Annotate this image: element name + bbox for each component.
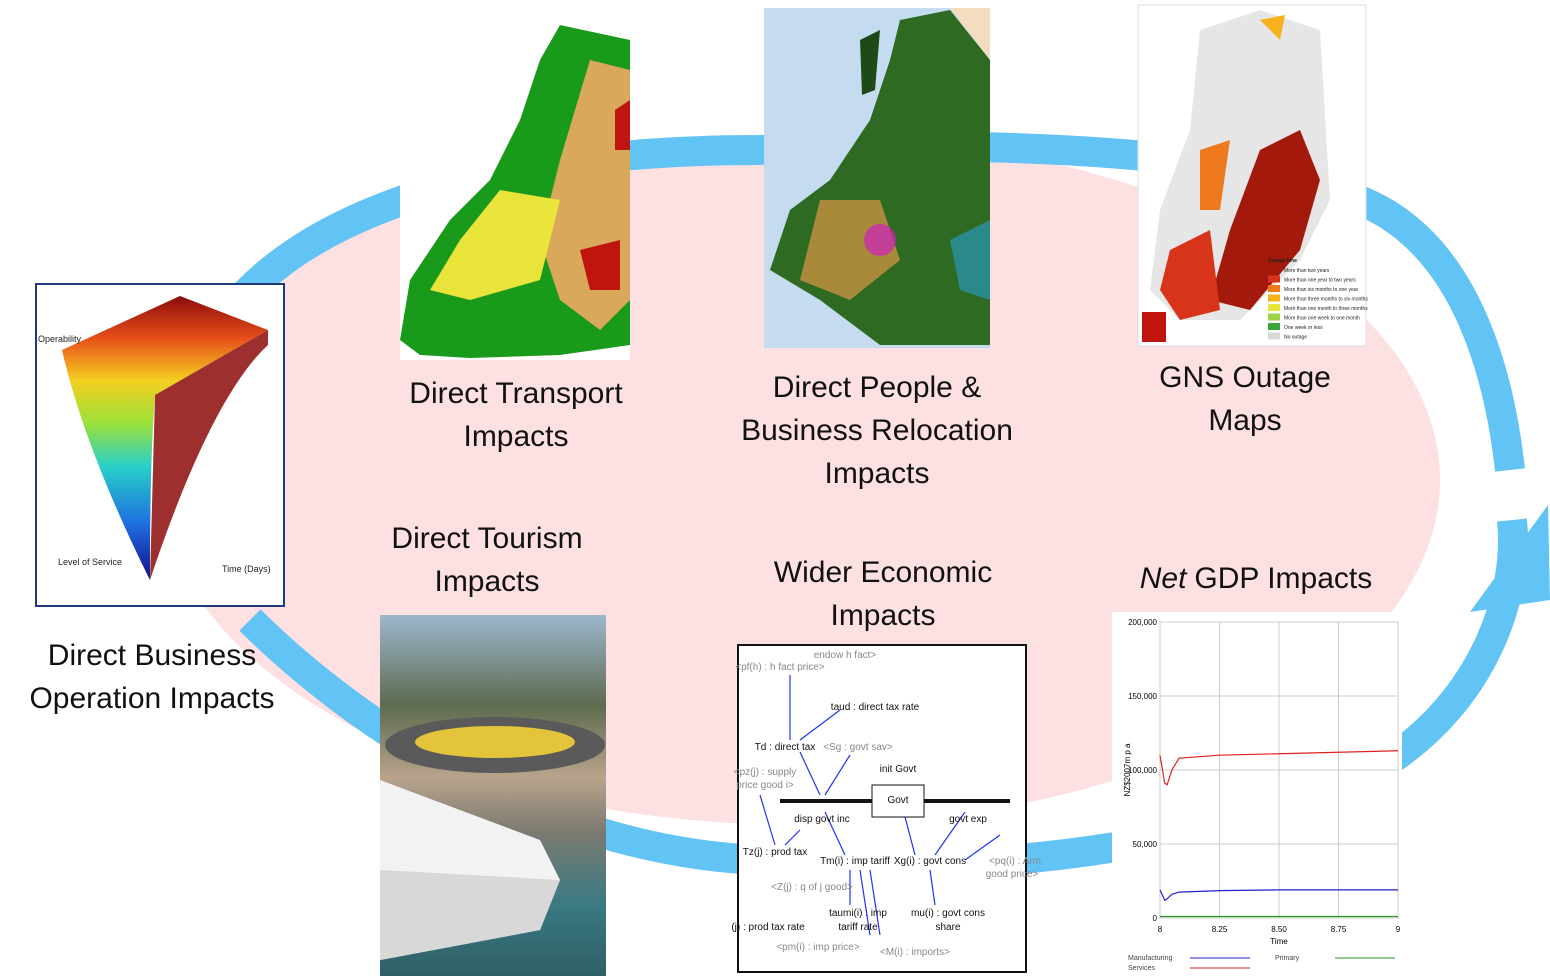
y-tick-label: 200,000	[1128, 618, 1157, 627]
sd-node: init Govt	[880, 764, 917, 775]
label: Direct Tourism	[391, 522, 582, 555]
label-text: GDP Impacts	[1194, 562, 1372, 595]
sd-node: <pq(i) : Arm	[989, 856, 1041, 867]
sd-node: <Sg : govt sav>	[823, 742, 893, 753]
legend-swatch	[1268, 275, 1280, 283]
x-tick-label: 9	[1396, 925, 1401, 934]
legend-label: No outage	[1284, 335, 1307, 341]
legend-swatch	[1268, 304, 1280, 311]
legend-swatch	[1268, 332, 1280, 340]
label: GNS Outage	[1159, 361, 1331, 394]
legend-label: More than six months to one year	[1284, 287, 1359, 293]
relocation-map	[764, 8, 990, 348]
y-tick-label: 150,000	[1128, 692, 1157, 701]
label-emphasis: Net	[1140, 562, 1188, 595]
axis-label: Operability	[38, 334, 82, 344]
sd-node: tariff rate	[838, 922, 878, 933]
series-line	[1159, 889, 1398, 902]
legend-label: More than one month to three months	[1284, 306, 1368, 312]
label: Direct People &	[773, 371, 981, 404]
legend-swatch	[1268, 323, 1280, 330]
y-tick-label: 100,000	[1128, 766, 1157, 775]
label: Impacts	[434, 565, 539, 598]
sd-node: taud : direct tax rate	[831, 702, 920, 713]
label: Direct Business	[48, 639, 256, 672]
legend-title: Outage time	[1268, 258, 1297, 264]
x-tick-label: 8.75	[1331, 925, 1347, 934]
y-tick-label: 50,000	[1133, 840, 1158, 849]
x-axis-label: Time	[1270, 937, 1288, 946]
sd-node: <pf(h) : h fact price>	[735, 662, 825, 673]
sd-node: taumi(i) : imp	[829, 908, 887, 919]
x-tick-label: 8.25	[1212, 925, 1228, 934]
label: Direct Transport	[409, 377, 623, 410]
legend-label: One week or less	[1284, 325, 1323, 331]
arrow-head	[1470, 505, 1550, 612]
transport-map	[400, 20, 630, 360]
sd-node: Xg(i) : govt cons	[894, 856, 966, 867]
legend-label: More than two years	[1284, 268, 1330, 274]
axis-label: Time (Days)	[222, 564, 271, 574]
sd-node: disp govt inc	[794, 814, 850, 825]
legend-label: Manufacturing	[1128, 955, 1172, 962]
sd-node: <pz(j) : supply	[734, 767, 797, 778]
label: Impacts	[463, 420, 568, 453]
label: Net GDP Impacts	[1140, 562, 1373, 595]
label: Maps	[1208, 404, 1281, 437]
legend-label: Primary	[1275, 955, 1300, 962]
sd-node: share	[935, 922, 960, 933]
outage-legend: Outage time More than two years More than …	[1268, 258, 1368, 341]
legend-label: More than three months to six months	[1284, 297, 1368, 303]
label: Wider Economic	[774, 556, 992, 589]
legend-swatch	[1268, 294, 1280, 302]
stock-box	[871, 784, 925, 818]
sd-node: mu(i) : govt cons	[911, 908, 985, 919]
legend-label: More than one week to one month	[1284, 316, 1360, 322]
sd-node: Tz(j) : prod tax	[743, 847, 807, 858]
sd-node: endow h fact>	[814, 650, 877, 661]
outage-map	[1137, 4, 1367, 347]
x-tick-label: 8	[1158, 925, 1163, 934]
sd-node: <pm(i) : imp price>	[776, 942, 860, 953]
series-line	[1159, 750, 1399, 786]
sd-node: <M(i) : imports>	[880, 947, 950, 958]
sd-node: <Z(j) : q of j good>	[771, 882, 853, 893]
y-tick-label: 0	[1153, 914, 1158, 923]
label: Impacts	[830, 599, 935, 632]
labels: Direct Business Operation Impacts Direct T…	[29, 361, 1372, 715]
label: Business Relocation	[741, 414, 1013, 447]
legend-label: Services	[1128, 965, 1155, 972]
sd-node: price good i>	[736, 780, 794, 791]
sd-node: govt exp	[949, 814, 987, 825]
surface	[62, 296, 268, 580]
sd-node: Govt	[887, 795, 908, 806]
sd-node: (j) : prod tax rate	[731, 922, 805, 933]
legend-label: More than one year to two years	[1284, 278, 1356, 284]
sd-links	[759, 675, 1001, 936]
sd-node: Td : direct tax	[755, 742, 816, 753]
legend-swatch	[1268, 313, 1280, 321]
label: Impacts	[824, 457, 929, 490]
gdp-chart: 0 50,000 100,000 150,000 200,000 8 8.25 8.50 8.7…	[1123, 618, 1401, 972]
y-axis-label: NZ$2007m p a	[1123, 743, 1132, 796]
surface	[150, 330, 268, 580]
legend-swatch	[1268, 266, 1280, 273]
x-tick-label: 8.50	[1271, 925, 1287, 934]
sd-node: good price>	[986, 869, 1039, 880]
tourism-photo	[380, 615, 606, 976]
sd-nodes: endow h fact><pf(h) : h fact price> taud …	[731, 650, 1041, 958]
legend-swatch	[1268, 285, 1280, 292]
label: Operation Impacts	[29, 682, 274, 715]
sd-node: Tm(i) : imp tariff	[820, 856, 890, 867]
axis-label: Level of Service	[58, 557, 122, 567]
